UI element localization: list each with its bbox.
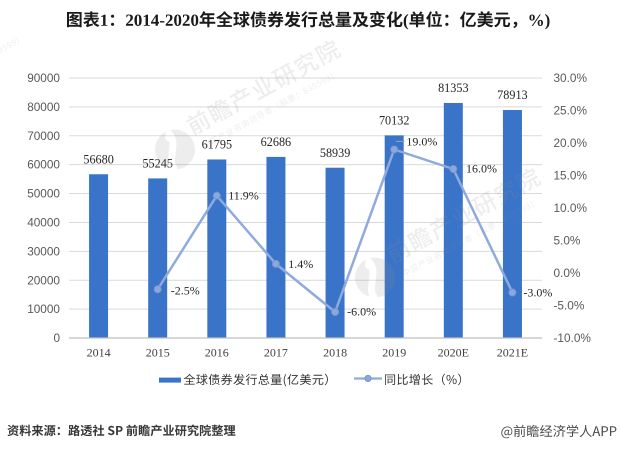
svg-text:25.0%: 25.0% bbox=[554, 104, 588, 118]
svg-text:81353: 81353 bbox=[438, 81, 468, 95]
svg-text:-10.0%: -10.0% bbox=[554, 331, 592, 345]
svg-text:30000: 30000 bbox=[27, 244, 60, 258]
svg-text:60000: 60000 bbox=[27, 158, 60, 172]
svg-text:19.0%: 19.0% bbox=[406, 135, 437, 149]
svg-text:61795: 61795 bbox=[202, 138, 232, 152]
svg-text:2019: 2019 bbox=[382, 345, 406, 359]
svg-text:2018: 2018 bbox=[323, 345, 347, 359]
svg-text:62686: 62686 bbox=[261, 135, 291, 149]
svg-text:2016: 2016 bbox=[205, 345, 229, 359]
svg-text:80000: 80000 bbox=[27, 100, 60, 114]
svg-text:20000: 20000 bbox=[27, 273, 60, 287]
svg-text:2017: 2017 bbox=[264, 345, 288, 359]
svg-text:2015: 2015 bbox=[146, 345, 170, 359]
svg-text:-5.0%: -5.0% bbox=[554, 299, 585, 313]
svg-text:70132: 70132 bbox=[379, 114, 409, 128]
svg-text:50000: 50000 bbox=[27, 187, 60, 201]
svg-text:78913: 78913 bbox=[497, 88, 527, 102]
svg-text:5.0%: 5.0% bbox=[554, 234, 581, 248]
svg-text:0.0%: 0.0% bbox=[554, 266, 581, 280]
svg-text:0: 0 bbox=[53, 331, 60, 345]
svg-text:-2.5%: -2.5% bbox=[171, 283, 200, 297]
svg-text:10.0%: 10.0% bbox=[554, 201, 588, 215]
svg-text:15.0%: 15.0% bbox=[554, 169, 588, 183]
svg-text:2014: 2014 bbox=[87, 345, 111, 359]
svg-text:70000: 70000 bbox=[27, 129, 60, 143]
svg-text:20.0%: 20.0% bbox=[554, 136, 588, 150]
svg-text:2021E: 2021E bbox=[497, 345, 528, 359]
svg-text:2020E: 2020E bbox=[438, 345, 469, 359]
svg-text:30.0%: 30.0% bbox=[554, 71, 588, 85]
svg-text:10000: 10000 bbox=[27, 302, 60, 316]
svg-text:11.9%: 11.9% bbox=[228, 189, 259, 203]
svg-text:56680: 56680 bbox=[83, 152, 113, 166]
svg-text:16.0%: 16.0% bbox=[466, 161, 497, 175]
svg-text:1.4%: 1.4% bbox=[288, 257, 313, 271]
svg-text:40000: 40000 bbox=[27, 215, 60, 229]
svg-text:-6.0%: -6.0% bbox=[347, 305, 376, 319]
svg-text:-3.0%: -3.0% bbox=[523, 286, 552, 300]
svg-text:58939: 58939 bbox=[320, 146, 350, 160]
svg-text:90000: 90000 bbox=[27, 71, 60, 85]
